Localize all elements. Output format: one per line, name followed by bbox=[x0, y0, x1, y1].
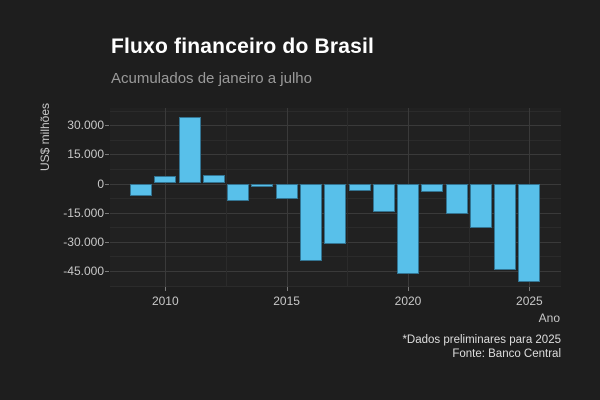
bar-2018 bbox=[348, 183, 371, 192]
gridline-x-minor-2017.5 bbox=[347, 108, 349, 287]
gridline-y-minor-37500 bbox=[110, 110, 561, 112]
bar-2021 bbox=[421, 183, 444, 193]
bar-2025 bbox=[518, 183, 541, 282]
footer-note: *Dados preliminares para 2025 bbox=[402, 334, 561, 346]
bar-2014 bbox=[251, 183, 274, 188]
y-tick-mark-30000 bbox=[105, 125, 109, 127]
y-tick-label--45000: -45.000 bbox=[63, 264, 104, 278]
bar-2019 bbox=[372, 183, 395, 212]
footer-source: Fonte: Banco Central bbox=[452, 348, 561, 360]
bar-2020 bbox=[397, 183, 419, 274]
y-tick-label-0: 0 bbox=[97, 176, 104, 191]
y-tick-mark--15000 bbox=[105, 212, 109, 214]
bar-2017 bbox=[324, 183, 347, 244]
gridline-y-minor--52500 bbox=[110, 285, 561, 287]
y-tick-mark-15000 bbox=[105, 154, 109, 156]
x-tick-label-2015: 2015 bbox=[273, 294, 300, 308]
y-tick-label-15000: 15.000 bbox=[67, 147, 104, 162]
bar-2023 bbox=[469, 183, 492, 229]
footer-caption: *Dados preliminares para 2025 Fonte: Ban… bbox=[240, 333, 561, 361]
gridline-y-30000 bbox=[110, 125, 561, 127]
bar-2016 bbox=[299, 183, 322, 262]
y-tick-mark-0 bbox=[105, 183, 109, 185]
bar-2009 bbox=[130, 183, 152, 197]
bar-2024 bbox=[494, 183, 517, 270]
x-tick-mark-2010 bbox=[165, 287, 167, 291]
bar-2015 bbox=[275, 183, 298, 200]
gridline-y-minor--37500 bbox=[110, 256, 561, 258]
gridline-x-minor-2022.5 bbox=[468, 108, 470, 287]
bar-2013 bbox=[227, 183, 250, 201]
chart-subtitle: Acumulados de janeiro a julho bbox=[111, 70, 312, 87]
x-tick-mark-2015 bbox=[286, 287, 288, 291]
gridline-x-minor-2012.5 bbox=[226, 108, 227, 287]
gridline-y-minor-22500 bbox=[110, 139, 561, 141]
x-tick-mark-2020 bbox=[408, 287, 409, 291]
x-tick-label-2020: 2020 bbox=[394, 294, 422, 308]
x-tick-mark-2025 bbox=[529, 287, 531, 291]
gridline-x-2010 bbox=[165, 108, 167, 287]
x-tick-label-2010: 2010 bbox=[151, 294, 179, 308]
y-tick-mark--45000 bbox=[105, 271, 109, 272]
x-tick-label-2025: 2025 bbox=[516, 294, 543, 308]
bar-2022 bbox=[445, 183, 468, 214]
chart-title: Fluxo financeiro do Brasil bbox=[111, 35, 375, 58]
y-tick-label--15000: -15.000 bbox=[63, 205, 104, 220]
bar-2012 bbox=[202, 174, 225, 184]
gridline-y--45000 bbox=[110, 271, 561, 272]
gridline-y-15000 bbox=[110, 154, 561, 156]
y-tick-label--30000: -30.000 bbox=[63, 234, 104, 249]
y-tick-label-30000: 30.000 bbox=[67, 118, 104, 133]
y-tick-mark--30000 bbox=[105, 241, 109, 243]
gridline-y-minor-7500 bbox=[110, 168, 561, 170]
x-axis-title: Ano bbox=[538, 311, 560, 325]
plot-panel bbox=[110, 108, 561, 287]
bar-2011 bbox=[178, 117, 201, 184]
bar-2010 bbox=[154, 175, 177, 184]
